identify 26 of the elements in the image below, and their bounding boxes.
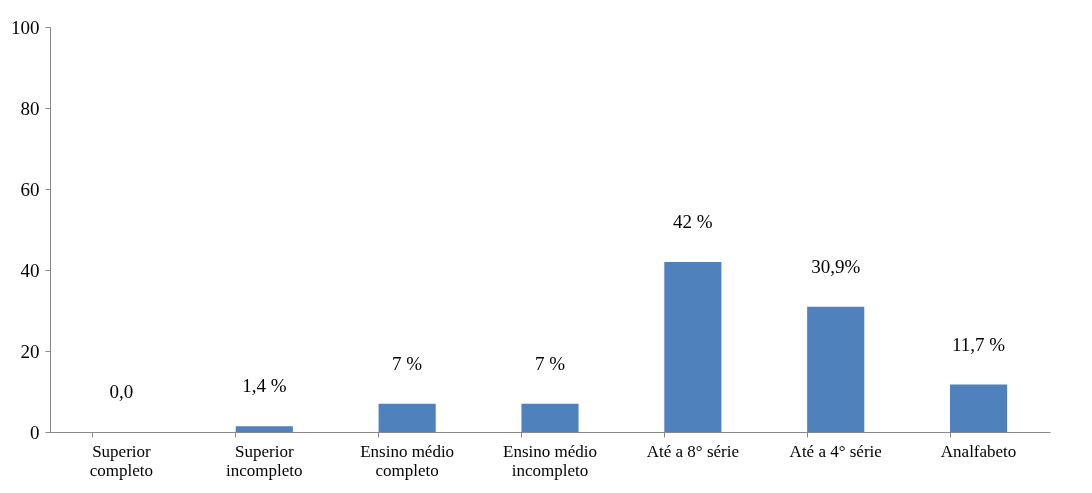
x-tick-label: Superior completo: [89, 441, 154, 480]
bar: [521, 403, 579, 432]
x-tick-label: Até a 4° série: [789, 441, 882, 461]
data-label: 0,0: [109, 381, 134, 402]
bar: [664, 261, 722, 432]
x-tick-label: Até a 8° série: [646, 441, 739, 461]
data-label: 1,4 %: [242, 375, 287, 397]
x-tick-label: Ensino médio completo: [360, 441, 455, 480]
data-label: 7 %: [392, 352, 423, 374]
y-tick-label: 20: [20, 340, 40, 362]
y-tick-label: 100: [11, 16, 40, 38]
data-label: 7 %: [534, 352, 566, 374]
x-tick-label: Ensino médio incompleto: [503, 441, 597, 480]
data-label: 11,7 %: [952, 333, 1006, 355]
bar: [807, 306, 865, 432]
y-tick-label: 0: [30, 421, 40, 443]
y-tick-label: 80: [20, 97, 40, 119]
y-tick-label: 60: [20, 178, 40, 200]
y-tick-label: 40: [20, 259, 40, 281]
x-tick-label: Superior incompleto: [226, 441, 303, 480]
bar: [950, 384, 1008, 432]
data-label: 30,9%: [811, 255, 861, 277]
data-label: 42 %: [673, 210, 713, 232]
bar: [378, 403, 436, 432]
bar: [235, 426, 293, 432]
x-tick-label: Analfabeto: [940, 441, 1017, 461]
